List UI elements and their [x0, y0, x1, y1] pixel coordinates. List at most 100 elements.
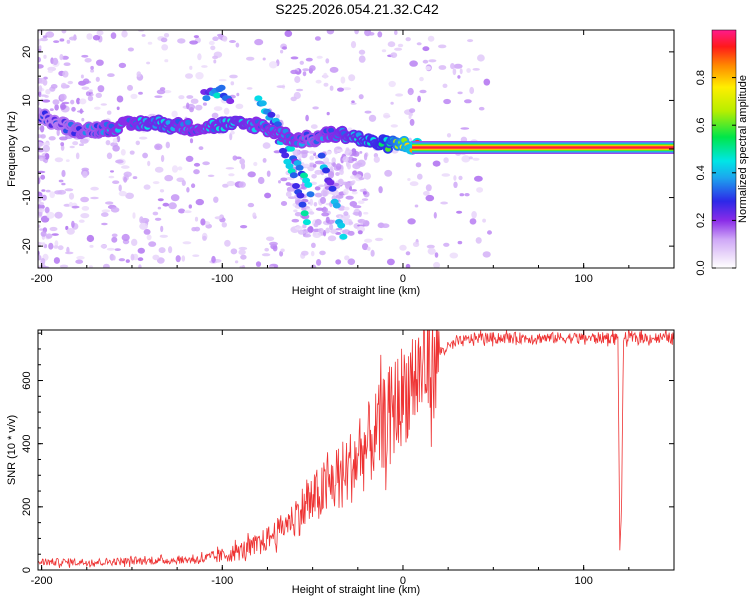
noise-blob: [315, 79, 322, 84]
noise-blob: [399, 244, 407, 251]
noise-blob: [395, 93, 404, 97]
noise-blob: [266, 170, 271, 177]
noise-blob: [457, 91, 463, 95]
noise-blob: [44, 206, 50, 214]
noise-blob: [160, 37, 168, 43]
snr-panel: -200 -100 0 100 0 200 400 600 Height of straigh…: [6, 329, 675, 596]
noise-blob: [409, 181, 419, 187]
noise-blob: [94, 106, 101, 110]
noise-blob: [370, 249, 375, 257]
y-tick-label: 200: [21, 498, 33, 516]
noise-blob: [296, 88, 304, 92]
noise-blob: [273, 150, 281, 154]
noise-blob: [54, 211, 63, 219]
noise-blob: [446, 133, 452, 138]
noise-blob: [38, 85, 43, 93]
noise-blob: [114, 248, 121, 252]
noise-blob: [186, 95, 194, 99]
noise-blob: [125, 192, 134, 199]
noise-blob: [192, 254, 200, 257]
noise-blob: [121, 165, 130, 169]
noise-blob: [358, 218, 366, 224]
noise-blob: [171, 110, 178, 118]
noise-blob: [40, 215, 50, 223]
branch-blob: [304, 181, 313, 188]
noise-blob: [60, 103, 66, 110]
noise-blob: [121, 233, 130, 242]
noise-blob: [290, 56, 299, 60]
noise-blob: [443, 242, 450, 247]
noise-blob: [487, 230, 492, 235]
noise-blob: [309, 162, 315, 165]
noise-blob: [38, 191, 43, 198]
noise-blob: [130, 93, 138, 99]
noise-blob: [246, 56, 255, 61]
noise-blob: [287, 196, 297, 200]
noise-blob: [397, 43, 404, 48]
x-tick-label: -100: [211, 575, 233, 587]
noise-blob: [232, 155, 238, 161]
noise-blob: [148, 241, 157, 247]
noise-blob: [59, 38, 65, 42]
noise-blob: [362, 191, 367, 195]
noise-blob: [329, 223, 334, 231]
noise-blob: [286, 186, 295, 192]
noise-blob: [110, 32, 117, 39]
noise-blob: [302, 223, 307, 229]
noise-blob: [146, 61, 151, 65]
noise-blob: [82, 78, 90, 85]
y-tick-label: -20: [21, 238, 33, 254]
noise-blob: [238, 181, 246, 188]
noise-blob: [414, 204, 419, 208]
noise-blob: [472, 157, 480, 161]
noise-blob: [453, 63, 463, 69]
noise-blob: [364, 110, 372, 114]
noise-blob: [394, 47, 403, 51]
noise-blob: [342, 87, 352, 91]
noise-blob: [60, 144, 65, 151]
noise-blob: [160, 154, 165, 163]
noise-blob: [181, 255, 186, 262]
noise-blob: [136, 71, 142, 78]
noise-blob: [291, 218, 300, 223]
noise-blob: [107, 73, 115, 77]
noise-blob: [61, 169, 66, 178]
noise-blob: [59, 54, 64, 61]
noise-blob: [247, 171, 256, 178]
noise-blob: [359, 151, 363, 154]
noise-blob: [42, 145, 50, 153]
noise-blob: [314, 186, 321, 191]
noise-blob: [87, 95, 94, 102]
y-tick-label: -10: [21, 190, 33, 206]
noise-blob: [54, 190, 63, 195]
noise-blob: [357, 159, 366, 167]
noise-blob: [95, 76, 100, 82]
noise-blob: [335, 231, 342, 235]
noise-blob: [390, 101, 394, 105]
noise-blob: [347, 163, 351, 170]
noise-blob: [478, 106, 485, 111]
noise-blob: [323, 72, 328, 79]
noise-blob: [354, 30, 359, 35]
x-tick-label: 100: [574, 575, 592, 587]
noise-blob: [323, 82, 329, 87]
noise-blob: [111, 233, 118, 238]
noise-blob: [142, 152, 149, 159]
noise-blob: [312, 232, 322, 238]
noise-blob: [297, 229, 306, 235]
noise-blob: [127, 84, 133, 91]
noise-blob: [381, 49, 387, 53]
noise-blob: [292, 149, 300, 157]
noise-blob: [466, 68, 471, 73]
noise-blob: [312, 106, 319, 110]
noise-blob: [143, 229, 151, 235]
noise-blob: [103, 263, 110, 268]
noise-blob: [38, 204, 45, 210]
colorbar-ticks: 0.0 0.2 0.4 0.6 0.8: [695, 70, 736, 276]
noise-blob: [80, 74, 84, 79]
noise-blob: [327, 235, 337, 242]
noise-blob: [351, 180, 356, 184]
branch-blob: [326, 179, 335, 186]
noise-blob: [118, 62, 127, 69]
